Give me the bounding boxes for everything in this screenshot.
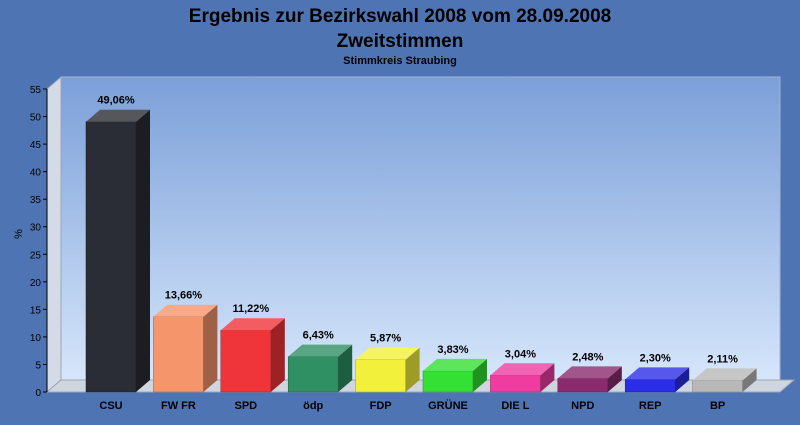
x-tick-label: REP xyxy=(639,400,662,412)
x-tick-label: CSU xyxy=(99,400,122,412)
bar-front xyxy=(85,121,137,393)
bar-top xyxy=(625,367,690,380)
x-tick-label: ödp xyxy=(303,400,323,412)
x-tick-label: GRÜNE xyxy=(428,399,468,412)
plot-left-wall xyxy=(46,75,62,394)
y-axis-label: % xyxy=(13,229,25,239)
bar-top xyxy=(423,358,487,371)
bar-front xyxy=(220,329,272,393)
bar-top xyxy=(355,347,420,360)
data-label: 3,04% xyxy=(505,348,536,360)
y-tick-label: 15 xyxy=(30,305,42,316)
x-tick-label: SPD xyxy=(234,400,257,412)
bar-side xyxy=(405,347,420,392)
x-tick-label: FDP xyxy=(370,400,392,412)
bar-front xyxy=(557,378,609,393)
bar-front xyxy=(624,379,676,393)
data-label: 11,22% xyxy=(232,303,269,315)
y-tick-label: 35 xyxy=(30,195,42,206)
data-label: 3,83% xyxy=(437,344,468,356)
bar-side xyxy=(136,109,150,392)
bar-top xyxy=(692,368,757,381)
x-tick-label: BP xyxy=(710,400,725,412)
x-tick-label: FW FR xyxy=(161,400,196,412)
bar-front xyxy=(422,370,474,393)
bar-side xyxy=(270,318,285,392)
data-label: 2,48% xyxy=(572,351,603,363)
bar-side xyxy=(540,363,555,392)
bar-top xyxy=(153,304,218,317)
y-tick-label: 40 xyxy=(30,168,42,179)
chart-title-line2: Zweitstimmen xyxy=(337,31,464,52)
y-tick-label: 30 xyxy=(30,223,42,234)
bar-side xyxy=(675,367,690,392)
y-tick-label: 50 xyxy=(30,113,42,124)
x-tick-label: DIE L xyxy=(501,400,529,412)
data-label: 5,87% xyxy=(370,333,401,345)
bar-front xyxy=(692,380,743,393)
bar-top xyxy=(86,109,150,122)
x-tick-label: NPD xyxy=(571,400,594,412)
y-tick-label: 0 xyxy=(35,388,41,399)
chart-title: Ergebnis zur Bezirkswahl 2008 vom 28.09.… xyxy=(189,6,611,27)
y-tick-label: 20 xyxy=(30,278,42,289)
bar-top xyxy=(490,363,555,376)
bar-front xyxy=(355,359,406,393)
bar-side xyxy=(742,368,757,392)
y-tick-label: 5 xyxy=(35,360,41,371)
y-tick-label: 55 xyxy=(30,85,42,96)
bar-side xyxy=(203,304,218,392)
bar-top xyxy=(557,366,622,379)
bar-top xyxy=(288,344,353,357)
data-label: 2,30% xyxy=(640,352,671,364)
y-tick-label: 25 xyxy=(30,250,42,261)
y-tick-label: 10 xyxy=(30,333,42,344)
data-label: 49,06% xyxy=(97,95,135,107)
bar-side xyxy=(338,344,353,392)
bar-front xyxy=(490,375,541,393)
bar-side xyxy=(607,366,622,392)
chart-subtitle: Stimmkreis Straubing xyxy=(343,55,457,67)
bar-top xyxy=(220,318,285,331)
bar-front xyxy=(153,316,204,393)
data-label: 2,11% xyxy=(707,353,738,365)
bar-front xyxy=(287,356,339,393)
bar-side xyxy=(473,358,487,392)
data-label: 13,66% xyxy=(165,290,203,302)
data-label: 6,43% xyxy=(303,330,334,342)
y-tick-label: 45 xyxy=(30,140,42,151)
